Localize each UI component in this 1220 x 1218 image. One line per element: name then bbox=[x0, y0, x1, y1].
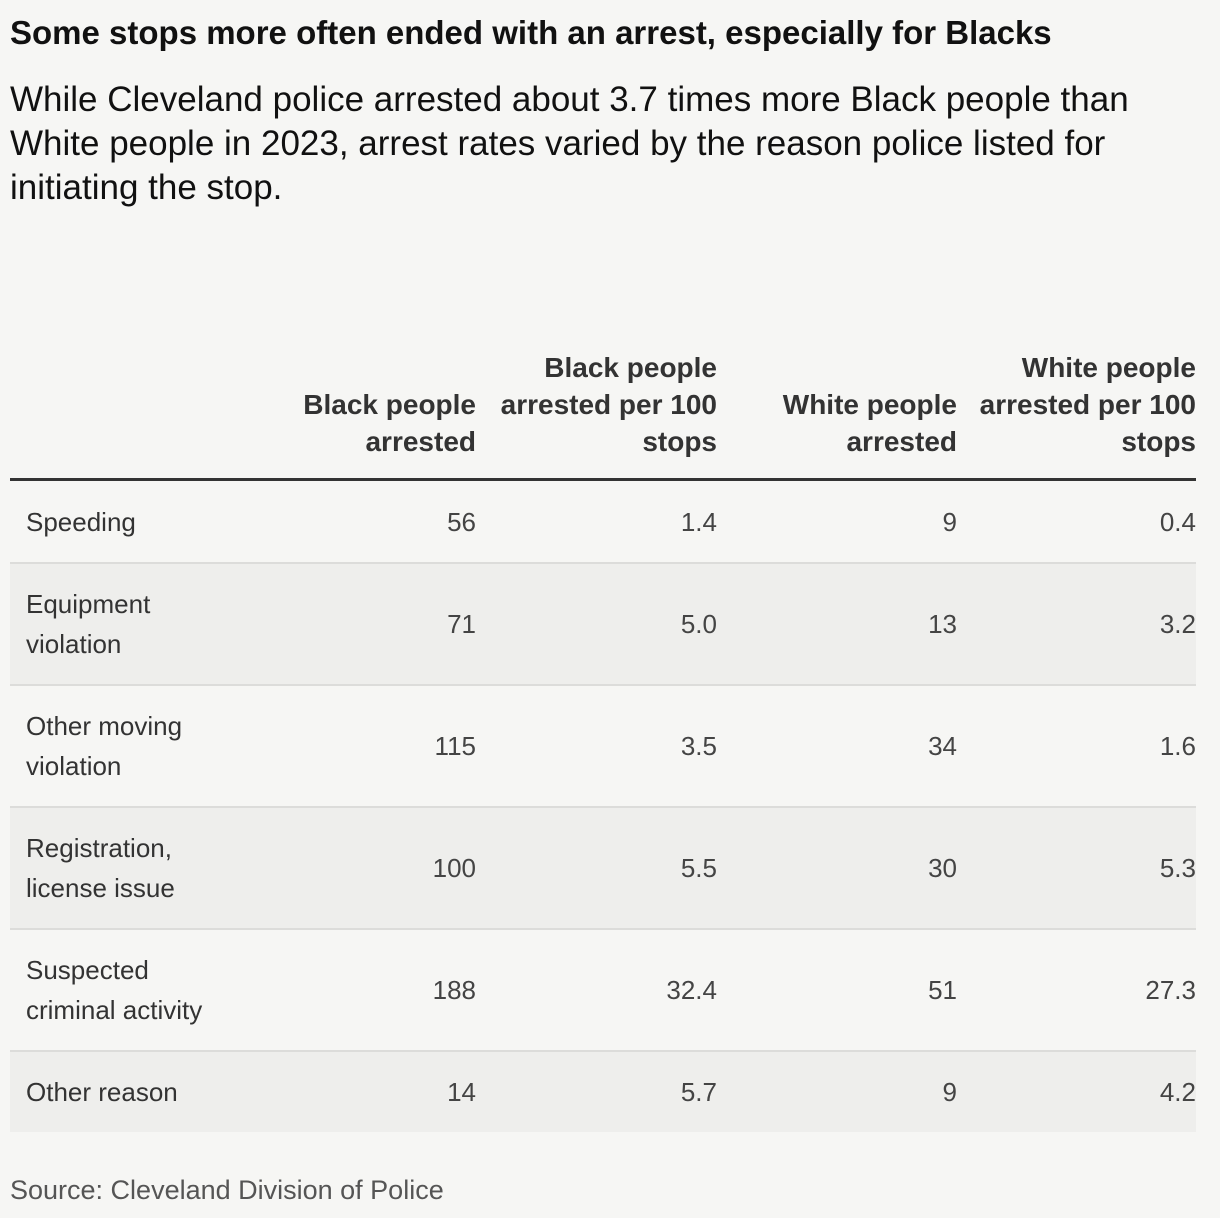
cell-white-rate: 27.3 bbox=[957, 929, 1196, 1052]
row-label: Equipment violation bbox=[10, 563, 236, 686]
cell-black-arrested: 71 bbox=[236, 563, 476, 686]
table-row: Suspected criminal activity 188 32.4 51 … bbox=[10, 929, 1196, 1052]
cell-black-rate: 5.7 bbox=[476, 1051, 717, 1132]
cell-black-arrested: 56 bbox=[236, 479, 476, 564]
table-row: Other reason 14 5.7 9 4.2 bbox=[10, 1051, 1196, 1132]
column-header-black-rate: Black people arrested per 100 stops bbox=[476, 276, 717, 481]
chart-title: Some stops more often ended with an arre… bbox=[10, 14, 1052, 51]
cell-white-arrested: 13 bbox=[717, 563, 957, 686]
cell-black-rate: 3.5 bbox=[476, 685, 717, 808]
cell-black-rate: 1.4 bbox=[476, 479, 717, 564]
table-row: Speeding 56 1.4 9 0.4 bbox=[10, 479, 1196, 564]
cell-black-rate: 32.4 bbox=[476, 929, 717, 1052]
cell-black-rate: 5.0 bbox=[476, 563, 717, 686]
cell-white-rate: 5.3 bbox=[957, 807, 1196, 930]
cell-black-arrested: 115 bbox=[236, 685, 476, 808]
table-row: Other moving violation 115 3.5 34 1.6 bbox=[10, 685, 1196, 808]
row-label: Other moving violation bbox=[10, 685, 236, 808]
column-header-white-rate: White people arrested per 100 stops bbox=[957, 276, 1196, 481]
cell-black-arrested: 188 bbox=[236, 929, 476, 1052]
cell-white-rate: 1.6 bbox=[957, 685, 1196, 808]
row-label: Registration, license issue bbox=[10, 807, 236, 930]
table-row: Equipment violation 71 5.0 13 3.2 bbox=[10, 563, 1196, 686]
cell-white-arrested: 9 bbox=[717, 479, 957, 564]
cell-black-arrested: 14 bbox=[236, 1051, 476, 1132]
cell-black-rate: 5.5 bbox=[476, 807, 717, 930]
cell-white-rate: 3.2 bbox=[957, 563, 1196, 686]
cell-white-arrested: 30 bbox=[717, 807, 957, 930]
row-label: Other reason bbox=[10, 1051, 236, 1132]
column-header-black-arrested: Black people arrested bbox=[236, 276, 476, 481]
cell-white-arrested: 51 bbox=[717, 929, 957, 1052]
source-note: Source: Cleveland Division of Police bbox=[10, 1175, 444, 1205]
row-label: Suspected criminal activity bbox=[10, 929, 236, 1052]
column-header-white-arrested: White people arrested bbox=[717, 276, 957, 481]
cell-white-rate: 0.4 bbox=[957, 479, 1196, 564]
row-label: Speeding bbox=[10, 479, 236, 564]
header-row: Black people arrested Black people arres… bbox=[10, 276, 1196, 481]
cell-white-arrested: 34 bbox=[717, 685, 957, 808]
table-row: Registration, license issue 100 5.5 30 5… bbox=[10, 807, 1196, 930]
cell-white-rate: 4.2 bbox=[957, 1051, 1196, 1132]
cell-white-arrested: 9 bbox=[717, 1051, 957, 1132]
chart-subtitle: While Cleveland police arrested about 3.… bbox=[10, 80, 1129, 207]
data-table: Black people arrested Black people arres… bbox=[10, 276, 1196, 1132]
cell-black-arrested: 100 bbox=[236, 807, 476, 930]
column-header-label bbox=[10, 276, 236, 481]
